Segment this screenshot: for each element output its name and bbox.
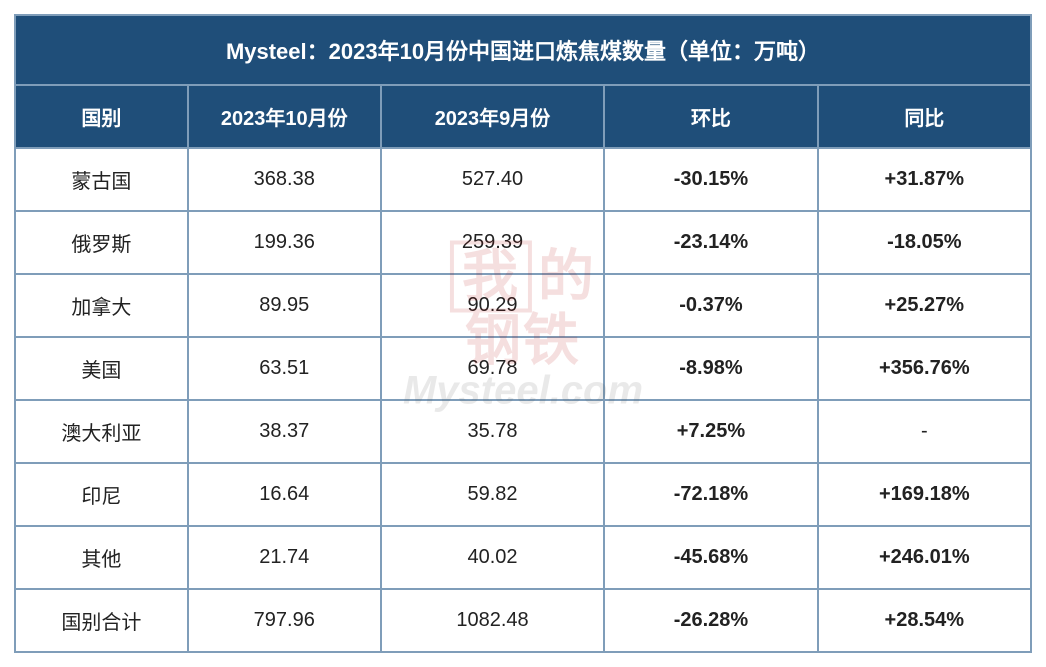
cell-sep: 69.78 [381, 337, 605, 400]
cell-mom: -45.68% [604, 526, 817, 589]
table-row: 其他21.7440.02-45.68%+246.01% [15, 526, 1031, 589]
table-title: Mysteel：2023年10月份中国进口炼焦煤数量（单位：万吨） [15, 15, 1031, 85]
cell-country: 国别合计 [15, 589, 188, 652]
cell-yoy: +31.87% [818, 148, 1031, 211]
table-row: 加拿大89.9590.29-0.37%+25.27% [15, 274, 1031, 337]
cell-yoy: +25.27% [818, 274, 1031, 337]
cell-sep: 259.39 [381, 211, 605, 274]
cell-sep: 59.82 [381, 463, 605, 526]
col-header-country: 国别 [15, 85, 188, 148]
cell-yoy: +356.76% [818, 337, 1031, 400]
cell-oct: 797.96 [188, 589, 381, 652]
cell-sep: 527.40 [381, 148, 605, 211]
cell-yoy: +28.54% [818, 589, 1031, 652]
table-row: 国别合计797.961082.48-26.28%+28.54% [15, 589, 1031, 652]
cell-sep: 40.02 [381, 526, 605, 589]
cell-mom: +7.25% [604, 400, 817, 463]
col-header-mom: 环比 [604, 85, 817, 148]
cell-country: 加拿大 [15, 274, 188, 337]
cell-sep: 90.29 [381, 274, 605, 337]
table-row: 俄罗斯199.36259.39-23.14%-18.05% [15, 211, 1031, 274]
cell-yoy: +246.01% [818, 526, 1031, 589]
cell-oct: 38.37 [188, 400, 381, 463]
table-title-row: Mysteel：2023年10月份中国进口炼焦煤数量（单位：万吨） [15, 15, 1031, 85]
coking-coal-import-table: Mysteel：2023年10月份中国进口炼焦煤数量（单位：万吨） 国别 202… [14, 14, 1032, 653]
cell-sep: 1082.48 [381, 589, 605, 652]
cell-oct: 368.38 [188, 148, 381, 211]
table-header-row: 国别 2023年10月份 2023年9月份 环比 同比 [15, 85, 1031, 148]
cell-sep: 35.78 [381, 400, 605, 463]
table-row: 美国63.5169.78-8.98%+356.76% [15, 337, 1031, 400]
col-header-yoy: 同比 [818, 85, 1031, 148]
cell-oct: 21.74 [188, 526, 381, 589]
cell-mom: -8.98% [604, 337, 817, 400]
col-header-sep: 2023年9月份 [381, 85, 605, 148]
table-row: 蒙古国368.38527.40-30.15%+31.87% [15, 148, 1031, 211]
col-header-oct: 2023年10月份 [188, 85, 381, 148]
cell-yoy: -18.05% [818, 211, 1031, 274]
table-row: 澳大利亚38.3735.78+7.25%- [15, 400, 1031, 463]
cell-mom: -30.15% [604, 148, 817, 211]
cell-mom: -72.18% [604, 463, 817, 526]
cell-country: 其他 [15, 526, 188, 589]
cell-country: 俄罗斯 [15, 211, 188, 274]
cell-country: 美国 [15, 337, 188, 400]
cell-country: 澳大利亚 [15, 400, 188, 463]
cell-yoy: +169.18% [818, 463, 1031, 526]
cell-oct: 199.36 [188, 211, 381, 274]
cell-mom: -23.14% [604, 211, 817, 274]
table-body: Mysteel：2023年10月份中国进口炼焦煤数量（单位：万吨） 国别 202… [15, 15, 1031, 652]
cell-country: 蒙古国 [15, 148, 188, 211]
cell-mom: -0.37% [604, 274, 817, 337]
cell-yoy: - [818, 400, 1031, 463]
cell-oct: 89.95 [188, 274, 381, 337]
cell-oct: 16.64 [188, 463, 381, 526]
table-row: 印尼16.6459.82-72.18%+169.18% [15, 463, 1031, 526]
cell-oct: 63.51 [188, 337, 381, 400]
cell-mom: -26.28% [604, 589, 817, 652]
cell-country: 印尼 [15, 463, 188, 526]
